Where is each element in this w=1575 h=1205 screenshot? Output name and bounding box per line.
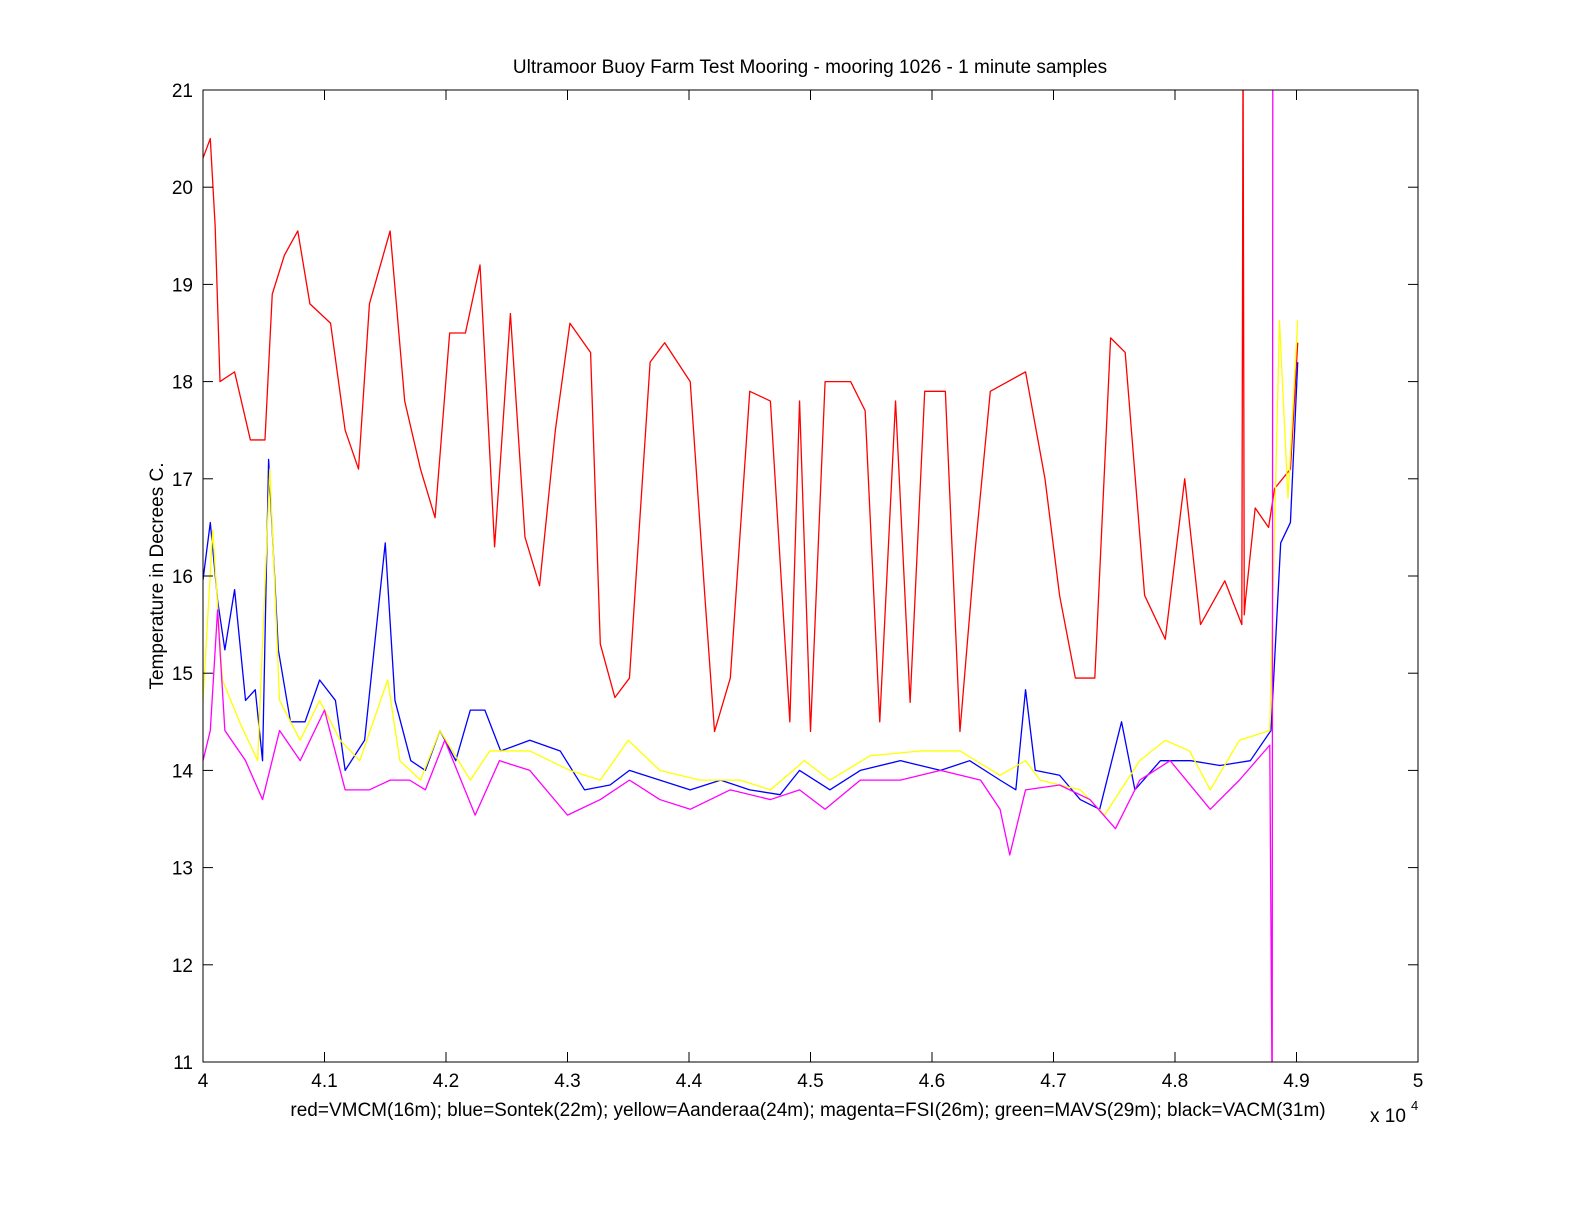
y-tick-label: 14 <box>172 761 194 782</box>
series-group <box>203 90 1299 1062</box>
x-tick-label: 4.6 <box>919 1071 945 1092</box>
y-tick-label: 19 <box>172 275 193 296</box>
y-tick-label: 12 <box>172 956 193 977</box>
y-tick-label: 11 <box>173 1053 193 1074</box>
x-tick-label: 4 <box>198 1071 209 1092</box>
series-line <box>203 90 1274 1062</box>
x-tick-label: 4.2 <box>433 1071 459 1092</box>
chart-title: Ultramoor Buoy Farm Test Mooring - moori… <box>513 57 1107 78</box>
x-tick-label: 4.5 <box>797 1071 823 1092</box>
x-multiplier-base: x 10 <box>1370 1106 1406 1127</box>
y-axis-label: Temperature in Decrees C. <box>147 462 168 689</box>
x-tick-label: 4.1 <box>311 1071 337 1092</box>
y-tick-label: 13 <box>172 859 193 880</box>
x-tick-label: 4.7 <box>1040 1071 1066 1092</box>
y-tick-label: 16 <box>172 567 193 588</box>
series-line <box>203 90 1299 733</box>
series-line <box>203 319 1299 816</box>
x-tick-label: 4.9 <box>1283 1071 1309 1092</box>
x-tick-label: 4.8 <box>1162 1071 1188 1092</box>
x-tick-label: 5 <box>1413 1071 1424 1092</box>
y-tick-label: 20 <box>172 178 193 199</box>
y-tick-label: 15 <box>172 664 193 685</box>
y-tick-label: 17 <box>172 470 193 491</box>
x-tick-label: 4.3 <box>554 1071 580 1092</box>
y-tick-label: 21 <box>172 81 193 102</box>
series-line <box>203 362 1299 810</box>
x-multiplier-exponent: 4 <box>1411 1098 1418 1113</box>
x-tick-label: 4.4 <box>676 1071 703 1092</box>
y-tick-label: 18 <box>172 373 193 394</box>
plot-area <box>203 90 1418 1062</box>
x-axis-label: red=VMCM(16m); blue=Sontek(22m); yellow=… <box>290 1100 1325 1121</box>
